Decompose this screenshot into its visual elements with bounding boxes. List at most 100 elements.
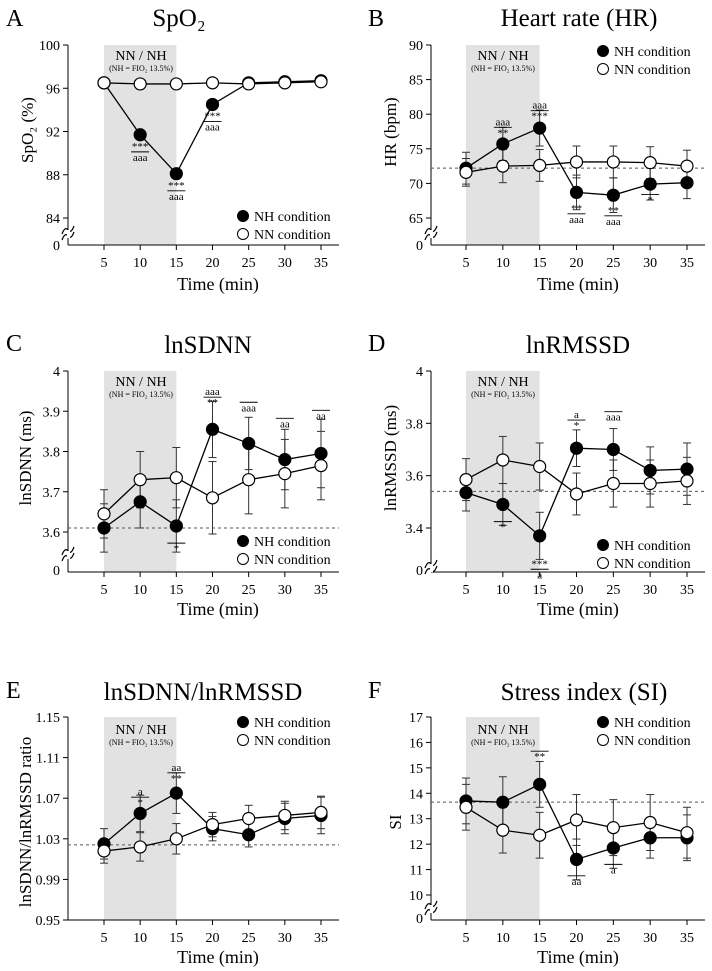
panel-c-shade-label: NN / NH bbox=[115, 375, 166, 390]
panel-b-nh-point bbox=[533, 121, 547, 135]
panel-e-x-tick-label: 25 bbox=[242, 931, 256, 946]
panel-e-y-tick-label: 1.11 bbox=[36, 752, 60, 767]
panel-f-nh-point bbox=[606, 841, 620, 855]
panel-c-title: lnSDNN bbox=[164, 332, 252, 359]
panel-f-y-tick-label: 12 bbox=[409, 838, 423, 853]
panel-e-y-tick-label: 0.99 bbox=[36, 873, 61, 888]
panel-d-nn-point bbox=[643, 476, 657, 491]
panel-c-legend-marker-nn bbox=[237, 553, 249, 565]
panel-f-y-tick-label: 10 bbox=[409, 889, 423, 904]
panel-d-nh-point bbox=[533, 529, 547, 543]
panel-f-nh-point bbox=[643, 831, 657, 845]
panel-a-nh-point bbox=[133, 128, 147, 142]
panel-c-annotation: aaa bbox=[241, 402, 256, 414]
panel-b-annotation: * bbox=[647, 194, 653, 206]
panel-a-zero-label: 0 bbox=[53, 239, 60, 254]
panel-a-x-tick-label: 10 bbox=[133, 256, 147, 271]
panel-b-nn-point bbox=[680, 159, 694, 173]
panel-f-x-tick-label: 15 bbox=[533, 931, 547, 946]
panel-b-nn-point bbox=[569, 155, 584, 169]
panel-f-nh-point bbox=[569, 852, 584, 867]
panel-b-nn-point bbox=[459, 165, 473, 179]
panel-b-x-tick-label: 10 bbox=[496, 256, 510, 271]
panel-f-axis-break-gap bbox=[430, 905, 433, 913]
panel-e-nn-point bbox=[278, 808, 292, 823]
panel-e-shade-label: NN / NH bbox=[115, 723, 166, 738]
panel-b-title: Heart rate (HR) bbox=[501, 5, 658, 32]
panel-c-axis-break-gap bbox=[67, 551, 70, 559]
panel-f-x-tick-label: 10 bbox=[496, 931, 510, 946]
panel-a-shade-label: NN / NH bbox=[115, 49, 166, 64]
panel-d-nh-point bbox=[680, 462, 694, 476]
panel-b-legend-nh: NH condition bbox=[614, 45, 691, 60]
panel-e-y-tick-label: 1.03 bbox=[36, 833, 61, 848]
panel-f-y-tick-label: 13 bbox=[409, 813, 423, 828]
panel-b-annotation: aaa bbox=[532, 100, 547, 112]
panel-c-shade-sublabel: (NH = FIO₂ 13.5%) bbox=[109, 390, 173, 399]
panel-b-shade-sublabel: (NH = FIO₂ 13.5%) bbox=[471, 64, 535, 73]
panel-e-nn-point bbox=[314, 805, 328, 820]
panel-d-y-tick-label: 3.8 bbox=[406, 417, 424, 432]
panel-b-x-tick-label: 35 bbox=[680, 256, 694, 271]
panel-c-xlabel: Time (min) bbox=[177, 599, 259, 620]
panel-e-y-tick-label: 1.07 bbox=[36, 792, 61, 807]
panel-c-y-tick-label: 3.6 bbox=[43, 526, 61, 541]
panel-b-annotation: aaa bbox=[569, 214, 584, 226]
panel-d-annotation: a bbox=[574, 409, 579, 421]
panel-c-annotation: aa bbox=[280, 418, 290, 430]
panel-d-legend-marker-nh bbox=[597, 539, 609, 551]
panel-a-x-tick-label: 25 bbox=[242, 256, 256, 271]
panel-b-annotation: ** bbox=[497, 127, 508, 139]
panel-b-zero-label: 0 bbox=[416, 239, 423, 254]
panel-d-annotation: * bbox=[574, 420, 580, 432]
panel-d-ylabel: lnRMSSD (ms) bbox=[381, 405, 400, 511]
panel-a-x-tick-label: 20 bbox=[206, 256, 220, 271]
panel-e-title: lnSDNN/lnRMSSD bbox=[104, 679, 303, 706]
panel-e-annotation: ** bbox=[171, 773, 182, 785]
panel-e-x-tick-label: 15 bbox=[169, 931, 183, 946]
panel-d-nn-point bbox=[680, 474, 694, 488]
panel-d: D lnRMSSD lnRMSSD (ms) Time (min) 0 NN /… bbox=[368, 331, 705, 620]
panel-a-nn-point bbox=[205, 76, 220, 90]
panel-c-x-tick-label: 20 bbox=[206, 583, 220, 598]
panel-a-nn-point bbox=[169, 77, 183, 91]
panel-d-x-tick-label: 15 bbox=[533, 583, 547, 598]
panel-c-nn-point bbox=[314, 458, 328, 473]
panel-a-annotation: *** bbox=[168, 180, 185, 192]
panel-b-nh-point bbox=[606, 188, 620, 202]
panel-e-x-tick-label: 20 bbox=[206, 931, 220, 946]
panel-b-y-tick-label: 75 bbox=[409, 143, 423, 158]
panel-f-nn-point bbox=[569, 813, 584, 827]
panel-c-nn-point bbox=[133, 473, 147, 487]
panel-c-x-tick-label: 35 bbox=[314, 583, 328, 598]
panel-f-legend-nh: NH condition bbox=[614, 716, 691, 731]
panel-a-legend-marker-nh bbox=[237, 210, 249, 222]
panel-f-nn-point bbox=[459, 800, 473, 814]
panel-a-shade-sublabel: (NH = FIO₂ 13.5%) bbox=[109, 64, 173, 73]
panel-f-shade-sublabel: (NH = FIO₂ 13.5%) bbox=[471, 738, 535, 747]
panel-e-nn-point bbox=[242, 811, 256, 826]
panel-b-nh-point bbox=[643, 177, 657, 191]
panel-f-annotation: a bbox=[611, 864, 616, 876]
panel-a-nn-point bbox=[133, 77, 147, 91]
panel-c: C lnSDNN lnSDNN (ms) Time (min) 0 NN / N… bbox=[6, 331, 339, 620]
panel-d-shade-label: NN / NH bbox=[477, 375, 528, 390]
panel-b-nh-point bbox=[680, 176, 694, 190]
panel-e-letter: E bbox=[6, 678, 21, 704]
panel-b-nn-point bbox=[643, 156, 657, 170]
panel-c-legend-nh: NH condition bbox=[254, 535, 331, 550]
panel-c-nh-point bbox=[278, 452, 292, 467]
panel-a-y-tick-label: 88 bbox=[46, 169, 60, 184]
panel-d-nh-point bbox=[496, 497, 510, 512]
panel-b-annotation: ** bbox=[571, 203, 582, 215]
panel-f-nn-point bbox=[496, 823, 510, 837]
panel-b-x-tick-label: 20 bbox=[570, 256, 584, 271]
panel-b-annotation: *** bbox=[531, 111, 548, 123]
panel-e-legend-nn: NN condition bbox=[254, 734, 331, 749]
panel-b-nh-point bbox=[496, 137, 510, 151]
panel-d-nh-point bbox=[643, 463, 657, 478]
panel-a-xlabel: Time (min) bbox=[177, 274, 259, 295]
panel-f-nn-point bbox=[643, 815, 657, 830]
panel-f-letter: F bbox=[368, 678, 381, 704]
